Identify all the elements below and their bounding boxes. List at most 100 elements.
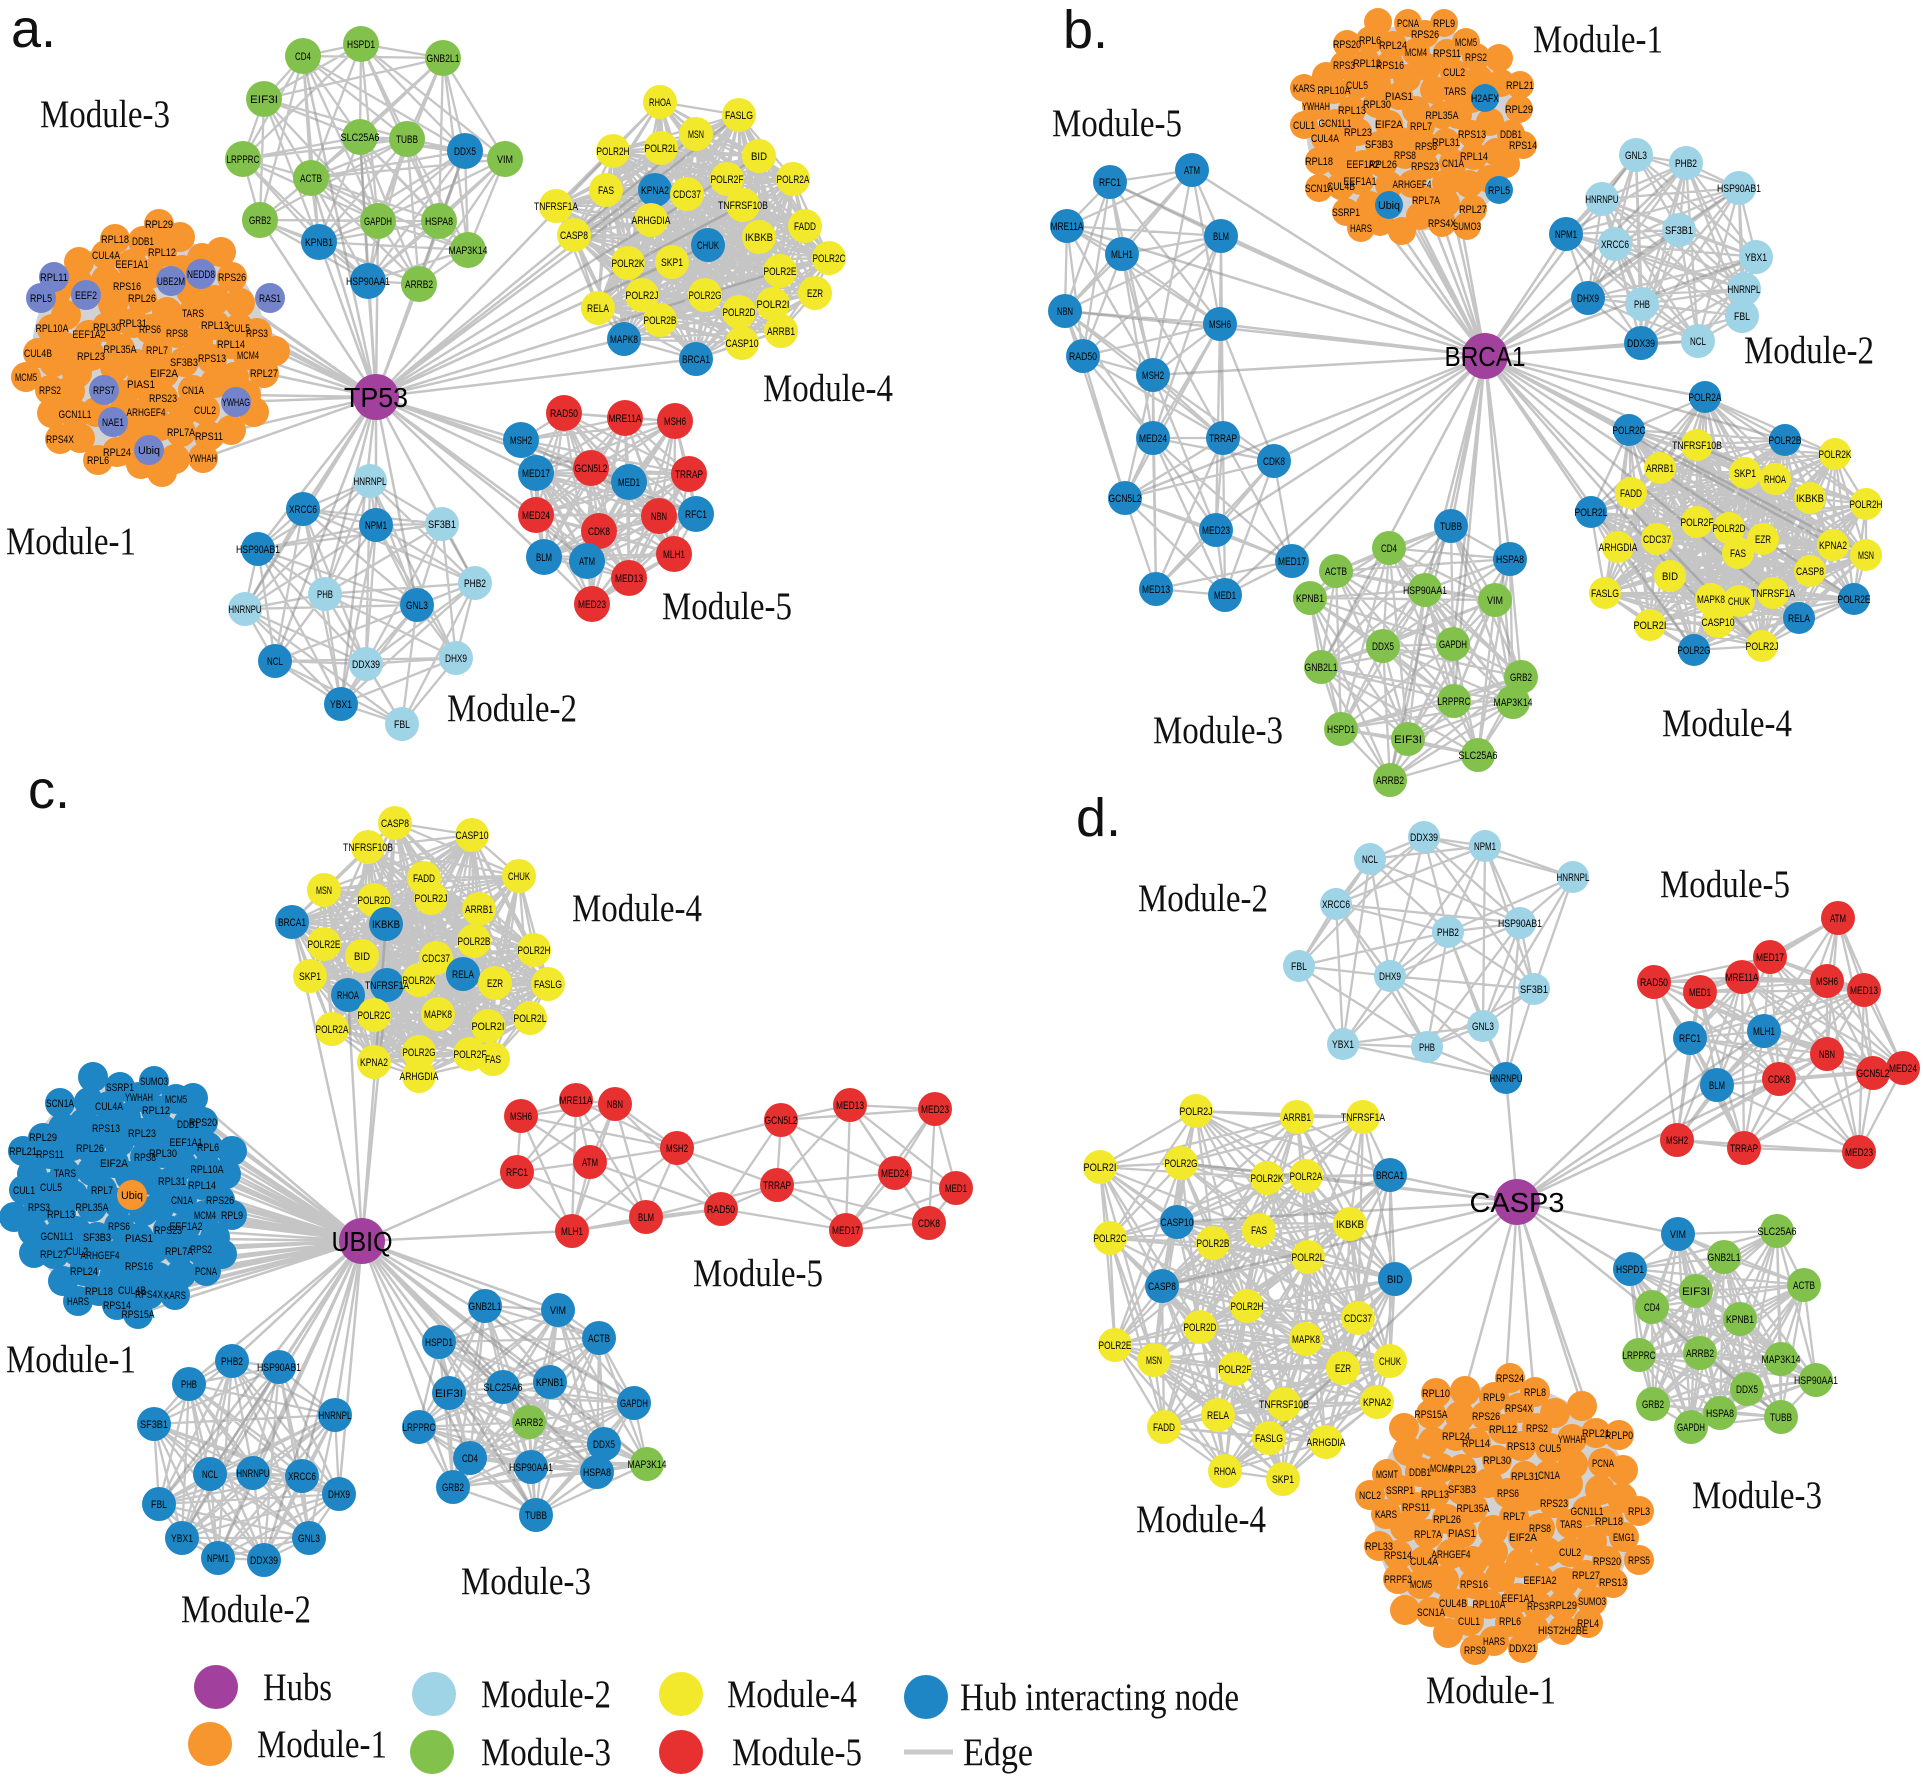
svg-text:EIF3I: EIF3I: [250, 94, 278, 106]
svg-text:RPS23: RPS23: [149, 393, 177, 405]
svg-text:Module-1: Module-1: [1426, 1669, 1556, 1712]
svg-text:ARHGEF4: ARHGEF4: [1393, 179, 1432, 191]
svg-text:RPL35A: RPL35A: [1426, 110, 1460, 122]
svg-text:HNRNPL: HNRNPL: [319, 1410, 352, 1422]
svg-text:RPS3: RPS3: [246, 328, 268, 340]
svg-text:RPS13: RPS13: [1458, 129, 1486, 141]
svg-text:RPL10: RPL10: [1422, 1388, 1450, 1400]
svg-text:MED17: MED17: [522, 468, 550, 480]
svg-text:RPL6: RPL6: [1499, 1616, 1521, 1628]
svg-text:SCN1A: SCN1A: [46, 1098, 74, 1110]
svg-text:MED23: MED23: [1202, 525, 1230, 537]
svg-text:POLR2K: POLR2K: [1819, 449, 1852, 461]
svg-text:MAP3K14: MAP3K14: [449, 245, 488, 257]
svg-text:RPS8: RPS8: [166, 328, 188, 340]
svg-text:DDB1: DDB1: [1500, 129, 1522, 141]
svg-text:POLR2E: POLR2E: [1099, 1340, 1132, 1352]
svg-text:RPL6: RPL6: [87, 455, 109, 467]
svg-text:GCN5L2: GCN5L2: [575, 463, 608, 475]
svg-text:HSP90AA1: HSP90AA1: [346, 276, 390, 288]
svg-text:GCN1L1: GCN1L1: [1571, 1506, 1604, 1518]
svg-text:RPL26: RPL26: [128, 293, 156, 305]
svg-text:GNL3: GNL3: [406, 600, 428, 612]
svg-text:SLC25A6: SLC25A6: [341, 132, 380, 144]
svg-text:RPL12: RPL12: [148, 247, 176, 259]
svg-text:FASLG: FASLG: [725, 110, 753, 122]
svg-text:RPL23: RPL23: [77, 351, 105, 363]
svg-text:RPL35A: RPL35A: [76, 1202, 110, 1214]
svg-text:SCN1A: SCN1A: [1305, 183, 1333, 195]
svg-text:DDX5: DDX5: [593, 1439, 615, 1451]
svg-text:RPL7: RPL7: [1503, 1511, 1525, 1523]
svg-text:RPL6: RPL6: [1359, 35, 1381, 47]
svg-text:MSH2: MSH2: [1666, 1135, 1688, 1147]
svg-text:Hub interacting node: Hub interacting node: [960, 1676, 1239, 1719]
svg-text:MED17: MED17: [832, 1225, 860, 1237]
svg-text:RPL14: RPL14: [217, 339, 245, 351]
svg-text:EIF2A: EIF2A: [1509, 1532, 1538, 1544]
svg-text:GRB2: GRB2: [1642, 1399, 1664, 1411]
svg-text:RFC1: RFC1: [506, 1167, 528, 1179]
svg-text:POLR2I: POLR2I: [1084, 1162, 1117, 1174]
svg-text:NBN: NBN: [607, 1099, 623, 1111]
svg-text:DDX21: DDX21: [1509, 1643, 1537, 1655]
svg-text:NAE1: NAE1: [102, 417, 124, 429]
svg-text:MED1: MED1: [1689, 987, 1711, 999]
svg-text:H2AFX: H2AFX: [1471, 93, 1500, 105]
svg-text:XRCC6: XRCC6: [1322, 899, 1350, 911]
svg-text:HARS: HARS: [1483, 1636, 1505, 1648]
svg-text:DHX9: DHX9: [328, 1489, 350, 1501]
svg-text:POLR2K: POLR2K: [403, 975, 436, 987]
svg-text:HIST2H2BE: HIST2H2BE: [1538, 1625, 1588, 1637]
svg-text:RPS20: RPS20: [1593, 1556, 1621, 1568]
svg-text:RHOA: RHOA: [337, 990, 359, 1002]
svg-text:RPL10A: RPL10A: [1318, 85, 1352, 97]
svg-text:RPL4: RPL4: [1577, 1618, 1599, 1630]
svg-text:EZR: EZR: [1335, 1363, 1351, 1375]
svg-text:DDX5: DDX5: [454, 146, 476, 158]
svg-text:EZR: EZR: [1755, 534, 1771, 546]
svg-text:POLR2E: POLR2E: [764, 266, 797, 278]
svg-text:RPS26: RPS26: [206, 1195, 234, 1207]
svg-text:RPL13: RPL13: [1421, 1489, 1449, 1501]
svg-text:GRB2: GRB2: [249, 215, 271, 227]
svg-text:RPL23: RPL23: [1448, 1464, 1476, 1476]
svg-text:SCN1A: SCN1A: [1417, 1607, 1445, 1619]
svg-text:CUL4B: CUL4B: [1439, 1598, 1467, 1610]
svg-text:RPS15A: RPS15A: [1415, 1409, 1449, 1421]
svg-text:NEDD8: NEDD8: [187, 269, 215, 281]
svg-text:BRCA1: BRCA1: [1445, 341, 1526, 372]
svg-text:RPS6: RPS6: [1415, 141, 1437, 153]
svg-text:RPL24: RPL24: [103, 447, 131, 459]
svg-text:POLR2F: POLR2F: [454, 1049, 487, 1061]
svg-text:ARRB1: ARRB1: [465, 904, 493, 916]
svg-text:POLR2J: POLR2J: [1746, 641, 1779, 653]
svg-text:MSH6: MSH6: [510, 1111, 532, 1123]
svg-text:RAD50: RAD50: [1640, 977, 1668, 989]
svg-text:RPS11: RPS11: [1433, 48, 1461, 60]
svg-text:KPNB1: KPNB1: [1296, 593, 1324, 605]
svg-text:XRCC6: XRCC6: [289, 504, 317, 516]
svg-text:RPS4X: RPS4X: [1505, 1403, 1534, 1415]
svg-text:CUL4B: CUL4B: [118, 1285, 146, 1297]
svg-text:RPS8: RPS8: [1529, 1523, 1551, 1535]
svg-text:ATM: ATM: [579, 556, 595, 568]
svg-text:TARS: TARS: [54, 1168, 76, 1180]
svg-text:KPNA2: KPNA2: [641, 185, 669, 197]
svg-text:CDC37: CDC37: [422, 953, 450, 965]
svg-text:HNRNPU: HNRNPU: [1490, 1073, 1523, 1085]
svg-text:EEF1A2: EEF1A2: [73, 329, 106, 341]
svg-text:RPS7: RPS7: [93, 385, 115, 397]
svg-text:ATM: ATM: [1830, 913, 1846, 925]
svg-text:MED1: MED1: [1214, 590, 1236, 602]
svg-text:SKP1: SKP1: [299, 971, 321, 983]
svg-text:ACTB: ACTB: [300, 173, 322, 185]
svg-text:SF3B3: SF3B3: [83, 1232, 111, 1244]
svg-text:CHUK: CHUK: [508, 871, 530, 883]
svg-text:SKP1: SKP1: [1734, 468, 1756, 480]
svg-text:ACTB: ACTB: [1325, 566, 1347, 578]
svg-text:DDB1: DDB1: [177, 1119, 199, 1131]
svg-text:KPNB1: KPNB1: [536, 1377, 564, 1389]
svg-text:RPL10A: RPL10A: [36, 323, 70, 335]
svg-text:POLR2L: POLR2L: [645, 143, 678, 155]
